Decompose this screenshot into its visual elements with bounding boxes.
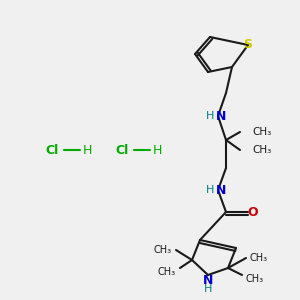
- Text: CH₃: CH₃: [252, 127, 271, 137]
- Text: O: O: [248, 206, 258, 218]
- Text: H: H: [204, 284, 212, 294]
- Text: CH₃: CH₃: [154, 245, 172, 255]
- Text: H: H: [82, 143, 92, 157]
- Text: N: N: [216, 110, 226, 122]
- Text: N: N: [216, 184, 226, 196]
- Text: H: H: [206, 185, 214, 195]
- Text: H: H: [152, 143, 162, 157]
- Text: S: S: [244, 38, 253, 52]
- Text: CH₃: CH₃: [246, 274, 264, 284]
- Text: CH₃: CH₃: [158, 267, 176, 277]
- Text: Cl: Cl: [116, 143, 129, 157]
- Text: Cl: Cl: [45, 143, 58, 157]
- Text: H: H: [206, 111, 214, 121]
- Text: CH₃: CH₃: [252, 145, 271, 155]
- Text: CH₃: CH₃: [250, 253, 268, 263]
- Text: N: N: [203, 274, 213, 287]
